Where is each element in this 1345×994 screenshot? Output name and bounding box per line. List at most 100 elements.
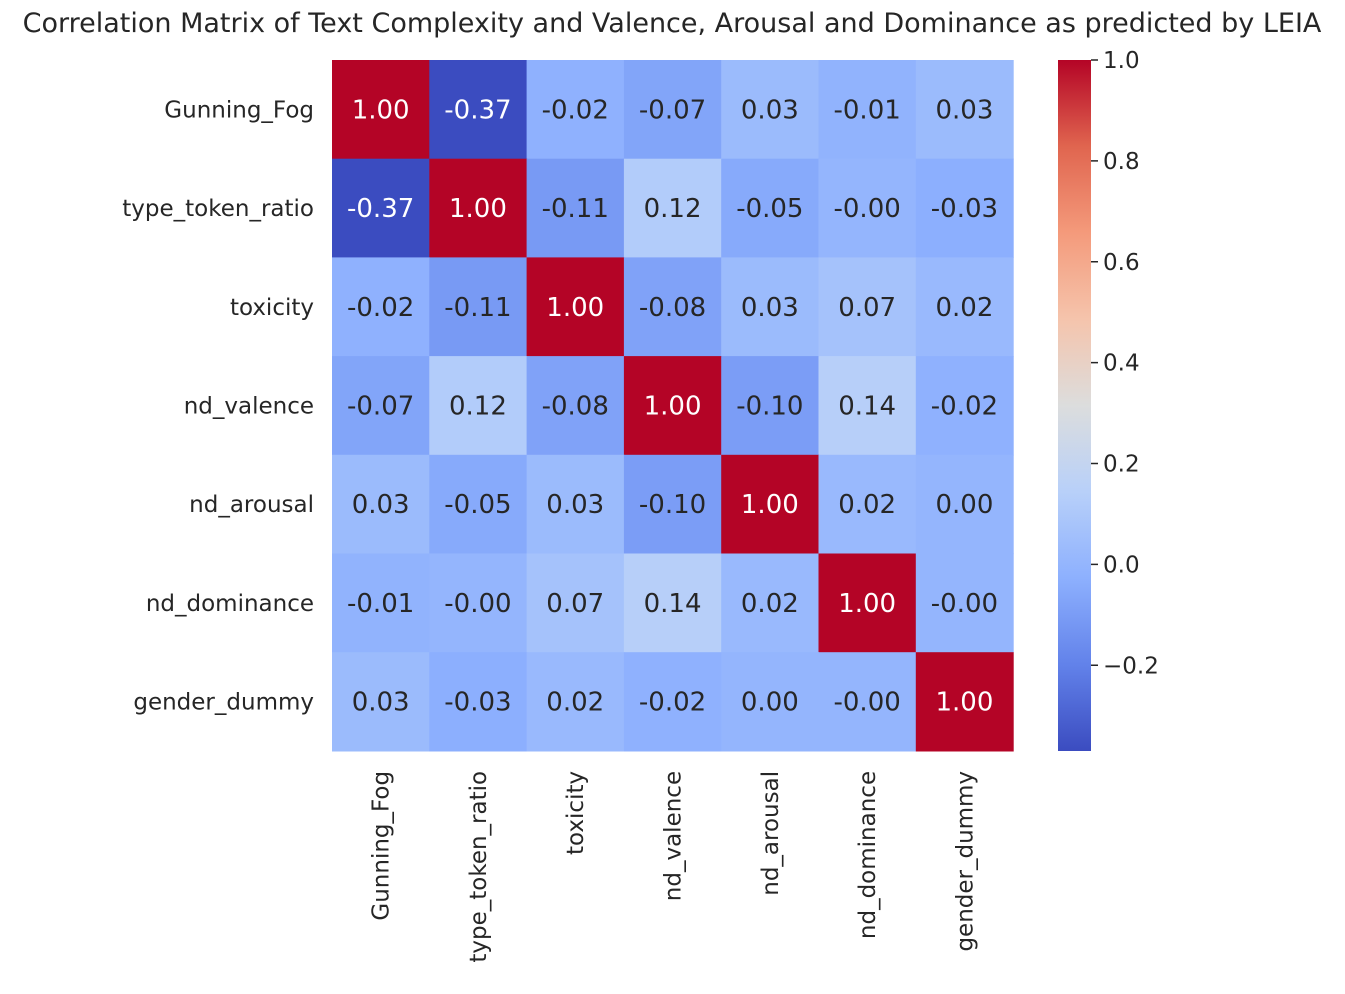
- column-tick-label: toxicity: [563, 771, 589, 855]
- colorbar-gradient: [1058, 60, 1091, 751]
- column-tick-label: gender_dummy: [952, 771, 978, 952]
- heatmap-cell: [818, 60, 917, 160]
- heatmap-cell: [332, 158, 430, 258]
- colorbar: −0.2 0.0 0.2 0.4 0.6 0.8 1.0: [1058, 48, 1159, 751]
- heatmap-cell: [915, 454, 1014, 555]
- heatmap-cell: [526, 257, 625, 357]
- cell-annotation: -0.02: [347, 293, 414, 323]
- colorbar-tick-label: −0.2: [1103, 653, 1159, 679]
- column-labels: Gunning_Fog type_token_ratio toxicity nd_va…: [369, 771, 979, 963]
- heatmap-cell: [429, 454, 528, 555]
- row-tick-label: toxicity: [230, 295, 314, 321]
- cell-annotation: -0.11: [444, 293, 511, 323]
- column-tick-label: nd_dominance: [855, 771, 881, 939]
- heatmap-cell: [332, 553, 430, 653]
- column-tick-label: nd_arousal: [758, 771, 784, 896]
- cell-annotation: 1.00: [838, 589, 896, 619]
- cell-annotation: 0.03: [936, 95, 994, 125]
- heatmap-cell: [818, 652, 917, 752]
- cell-annotation: 0.03: [741, 95, 799, 125]
- cell-annotation: -0.10: [639, 490, 706, 520]
- heatmap-cell: [526, 553, 625, 653]
- row-tick-label: nd_arousal: [189, 492, 314, 518]
- cell-annotation: -0.11: [542, 194, 609, 224]
- cell-annotation: 0.14: [644, 589, 702, 619]
- cell-annotation: -0.00: [444, 589, 511, 619]
- cell-annotation: 1.00: [644, 391, 702, 421]
- heatmap-cell: [721, 652, 820, 752]
- cell-annotation: 0.00: [741, 688, 799, 718]
- heatmap-cell: [623, 553, 722, 653]
- heatmap-cell: [429, 652, 528, 752]
- cell-annotation: 1.00: [546, 293, 604, 323]
- colorbar-tick-label: 1.0: [1103, 48, 1140, 74]
- cell-annotation: 0.03: [741, 293, 799, 323]
- heatmap-annotations: 1.00 -0.37 -0.02 -0.07 0.03 -0.01 0.03 -0.37 1.0…: [347, 95, 998, 717]
- heatmap-cell: [332, 454, 430, 555]
- heatmap-cell: [429, 356, 528, 456]
- cell-annotation: -0.07: [347, 391, 414, 421]
- cell-annotation: 0.12: [644, 194, 702, 224]
- heatmap-cell: [915, 257, 1014, 357]
- heatmap-cell: [721, 553, 820, 653]
- heatmap-cell: [332, 356, 430, 456]
- cell-annotation: -0.05: [736, 194, 803, 224]
- colorbar-tick-label: 0.8: [1103, 149, 1140, 175]
- cell-annotation: -0.08: [542, 391, 609, 421]
- heatmap-cell: [623, 356, 722, 456]
- cell-annotation: -0.01: [834, 95, 901, 125]
- heatmap-cell: [429, 553, 528, 653]
- heatmap-cell: [332, 60, 430, 160]
- cell-annotation: 0.12: [449, 391, 507, 421]
- column-tick-label: type_token_ratio: [466, 771, 492, 963]
- heatmap-cell: [721, 158, 820, 258]
- heatmap-cell: [429, 158, 528, 258]
- colorbar-tick-label: 0.4: [1103, 351, 1140, 377]
- row-tick-label: type_token_ratio: [122, 196, 314, 222]
- heatmap-cell: [332, 257, 430, 357]
- heatmap-cell: [818, 356, 917, 456]
- cell-annotation: -0.07: [639, 95, 706, 125]
- heatmap-cell: [915, 60, 1014, 160]
- heatmap-cell: [429, 257, 528, 357]
- heatmap-cell: [721, 356, 820, 456]
- cell-annotation: -0.10: [736, 391, 803, 421]
- chart-title: Correlation Matrix of Text Complexity an…: [23, 8, 1322, 39]
- row-tick-label: nd_valence: [184, 393, 314, 419]
- cell-annotation: -0.05: [444, 490, 511, 520]
- heatmap-cell: [721, 257, 820, 357]
- cell-annotation: 0.07: [546, 589, 604, 619]
- heatmap-cell: [623, 257, 722, 357]
- cell-annotation: -0.02: [931, 391, 998, 421]
- heatmap-cell: [332, 652, 430, 752]
- heatmap-cell: [818, 257, 917, 357]
- heatmap-cell: [818, 158, 917, 258]
- cell-annotation: -0.37: [347, 194, 414, 224]
- heatmap-cell: [526, 356, 625, 456]
- heatmap-cell: [429, 60, 528, 160]
- column-tick-label: nd_valence: [661, 771, 687, 901]
- heatmap-cell: [526, 60, 625, 160]
- cell-annotation: 1.00: [449, 194, 507, 224]
- cell-annotation: 0.02: [741, 589, 799, 619]
- colorbar-tick-label: 0.2: [1103, 452, 1140, 478]
- heatmap-cell: [623, 454, 722, 555]
- cell-annotation: 0.03: [352, 490, 410, 520]
- heatmap-cell: [915, 553, 1014, 653]
- cell-annotation: -0.03: [931, 194, 998, 224]
- cell-annotation: 0.02: [936, 293, 994, 323]
- heatmap-cell: [721, 60, 820, 160]
- column-tick-label: Gunning_Fog: [369, 771, 395, 921]
- row-labels: Gunning_Fog type_token_ratio toxicity nd_va…: [122, 97, 314, 715]
- heatmap-cell: [818, 454, 917, 555]
- cell-annotation: 0.03: [352, 688, 410, 718]
- cell-annotation: -0.00: [931, 589, 998, 619]
- cell-annotation: 0.00: [936, 490, 994, 520]
- heatmap-cells: [332, 60, 1014, 752]
- cell-annotation: -0.02: [639, 688, 706, 718]
- heatmap-cell: [623, 652, 722, 752]
- heatmap-cell: [721, 454, 820, 555]
- cell-annotation: 1.00: [741, 490, 799, 520]
- cell-annotation: 0.14: [838, 391, 896, 421]
